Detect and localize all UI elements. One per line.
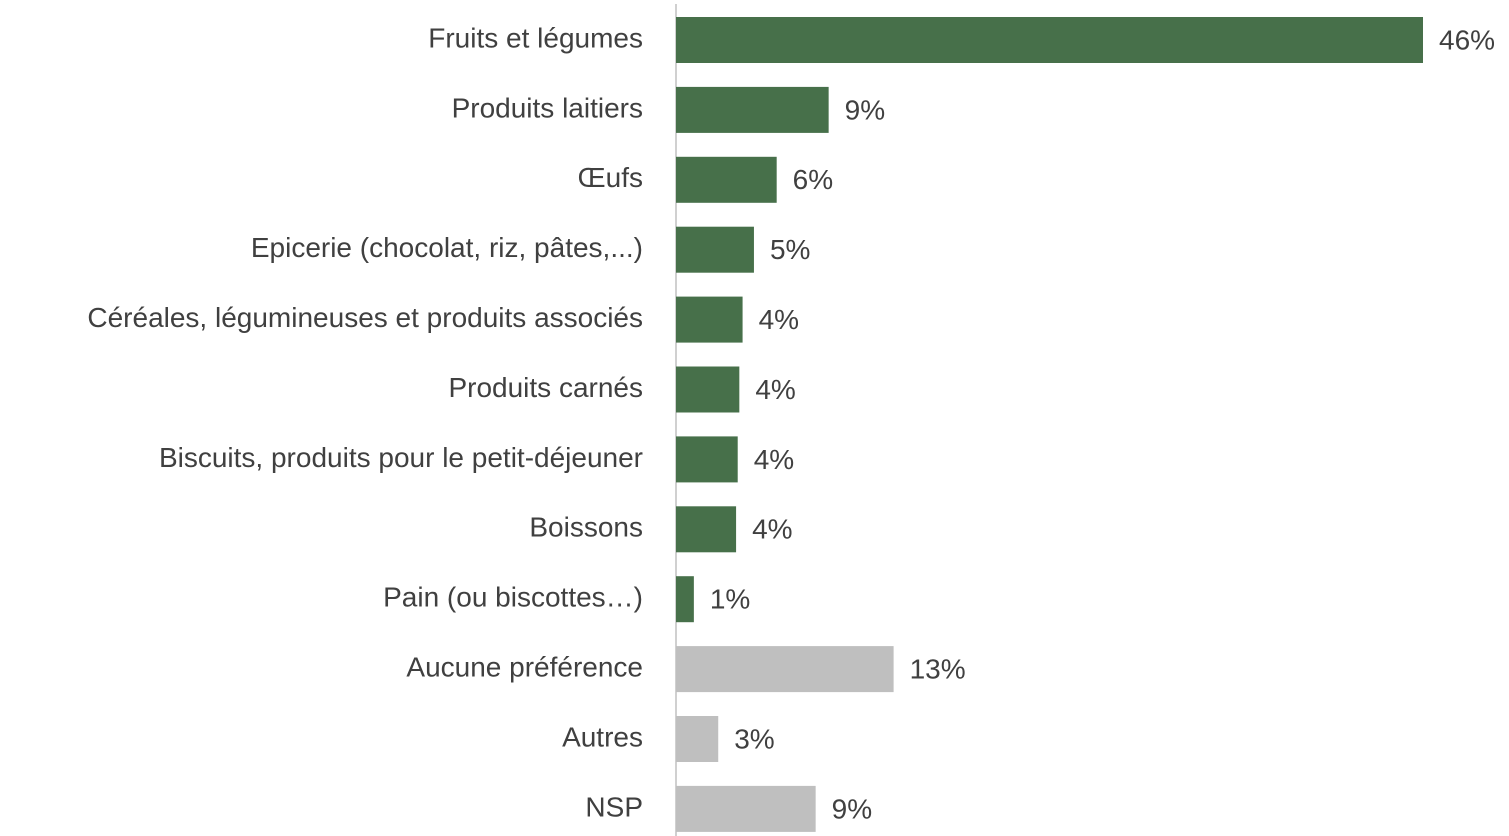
value-label: 4% [755, 374, 795, 405]
bar [676, 576, 694, 623]
value-label: 1% [710, 584, 750, 615]
category-label: NSP [585, 791, 643, 822]
category-label: Céréales, légumineuses et produits assoc… [87, 302, 643, 333]
category-label: Aucune préférence [406, 651, 643, 682]
category-label: Boissons [529, 512, 643, 543]
bar [676, 785, 816, 832]
category-label: Œufs [578, 162, 643, 193]
value-label: 4% [759, 304, 799, 335]
value-label: 5% [770, 234, 810, 265]
category-label: Autres [562, 721, 643, 752]
bar [676, 436, 738, 483]
value-label: 9% [845, 94, 885, 125]
bar [676, 716, 719, 762]
category-label: Biscuits, produits pour le petit-déjeune… [159, 442, 643, 473]
category-label: Produits carnés [448, 372, 643, 403]
bar [676, 366, 740, 413]
bar [676, 86, 829, 133]
bar [676, 17, 1423, 63]
category-label: Produits laitiers [452, 92, 643, 123]
category-label: Pain (ou biscottes…) [383, 582, 643, 613]
category-label: Epicerie (chocolat, riz, pâtes,...) [251, 232, 643, 263]
value-label: 4% [754, 444, 794, 475]
bar [676, 296, 743, 343]
value-label: 4% [752, 514, 792, 545]
value-label: 46% [1439, 24, 1495, 55]
value-label: 6% [793, 164, 833, 195]
value-label: 13% [910, 653, 966, 684]
bar [676, 646, 894, 693]
category-label: Fruits et légumes [428, 22, 643, 53]
value-label: 9% [832, 793, 872, 824]
bar [676, 226, 754, 273]
bar [676, 156, 777, 203]
value-label: 3% [734, 723, 774, 754]
bar [676, 506, 737, 553]
